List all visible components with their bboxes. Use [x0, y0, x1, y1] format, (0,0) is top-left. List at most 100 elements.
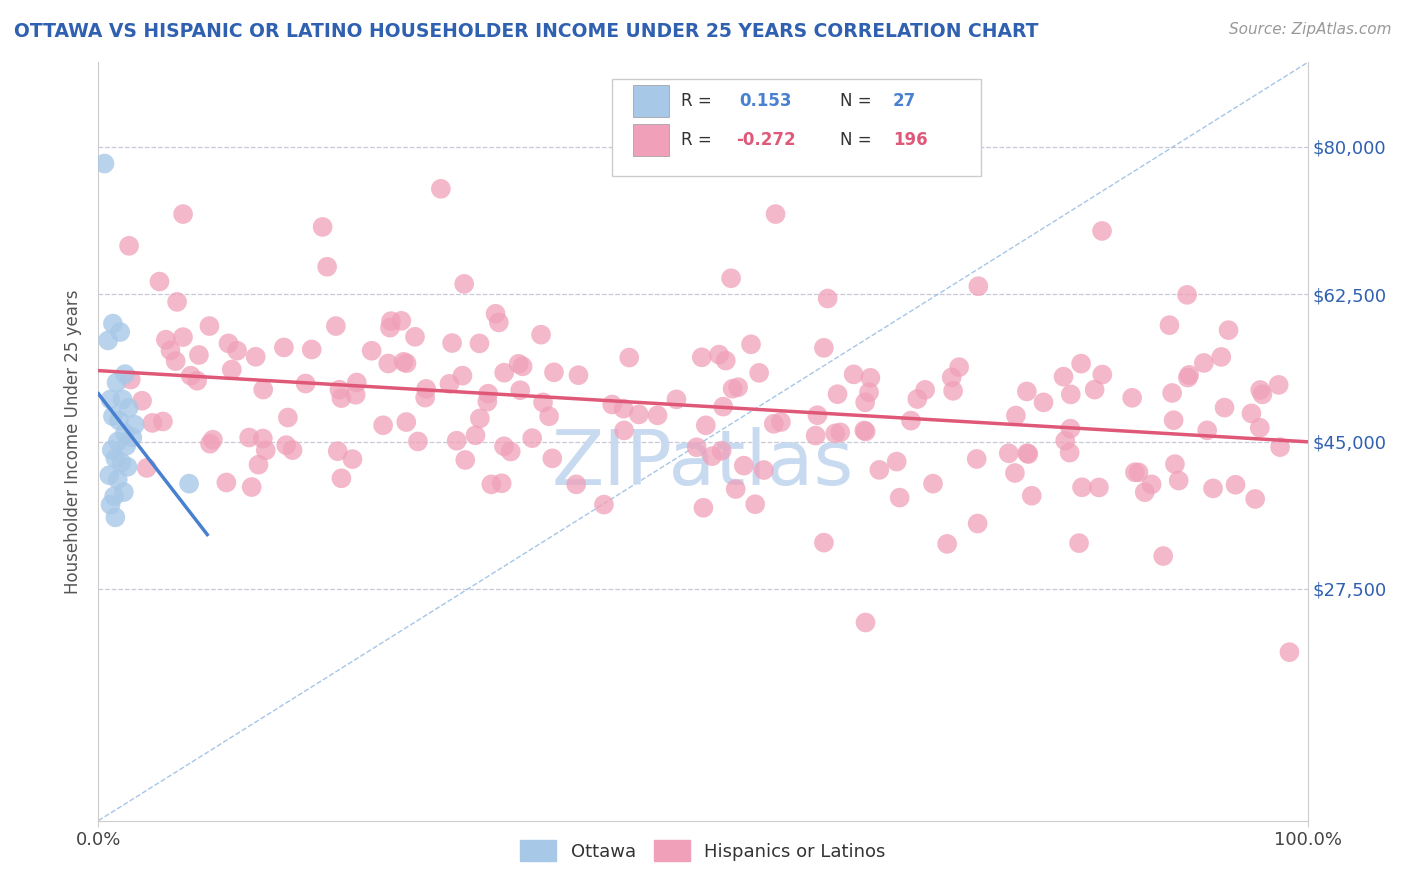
- Point: [1071, 480, 1094, 494]
- Point: [1202, 482, 1225, 496]
- Point: [1240, 406, 1263, 420]
- Point: [294, 376, 316, 391]
- Text: N =: N =: [839, 131, 876, 149]
- Point: [886, 454, 908, 468]
- Point: [627, 408, 650, 422]
- Point: [966, 452, 988, 467]
- Point: [1213, 401, 1236, 415]
- Point: [1123, 465, 1146, 479]
- Point: [1054, 434, 1077, 448]
- Point: [1178, 368, 1201, 382]
- Point: [1032, 395, 1054, 409]
- Point: [360, 343, 382, 358]
- Point: [446, 434, 468, 448]
- Point: [172, 207, 194, 221]
- Point: [273, 341, 295, 355]
- Point: [936, 537, 959, 551]
- Point: [740, 337, 762, 351]
- Point: [342, 452, 364, 467]
- Point: [1175, 288, 1198, 302]
- Point: [245, 350, 267, 364]
- Point: [692, 500, 714, 515]
- Point: [346, 376, 368, 390]
- Point: [806, 408, 828, 422]
- Point: [721, 382, 744, 396]
- Point: [277, 410, 299, 425]
- Point: [326, 444, 349, 458]
- Point: [430, 182, 453, 196]
- Point: [107, 473, 129, 487]
- Point: [813, 535, 835, 549]
- Point: [165, 354, 187, 368]
- Point: [111, 392, 134, 407]
- Point: [499, 444, 522, 458]
- Point: [565, 477, 588, 491]
- Text: -0.272: -0.272: [735, 131, 796, 149]
- Point: [479, 477, 502, 491]
- Point: [1225, 477, 1247, 491]
- Point: [254, 443, 277, 458]
- Point: [1177, 370, 1199, 384]
- Point: [711, 400, 734, 414]
- Point: [612, 401, 634, 416]
- Point: [218, 336, 240, 351]
- Point: [733, 458, 755, 473]
- Point: [855, 615, 877, 630]
- Point: [378, 320, 401, 334]
- Text: R =: R =: [682, 131, 717, 149]
- Point: [115, 439, 138, 453]
- Y-axis label: Householder Income Under 25 years: Householder Income Under 25 years: [65, 289, 83, 594]
- Point: [100, 498, 122, 512]
- Point: [316, 260, 339, 274]
- Point: [454, 453, 477, 467]
- Point: [813, 341, 835, 355]
- Point: [477, 394, 499, 409]
- Point: [941, 370, 963, 384]
- Point: [380, 314, 402, 328]
- Point: [538, 409, 561, 424]
- Point: [1249, 383, 1271, 397]
- Point: [1244, 491, 1267, 506]
- Point: [240, 480, 263, 494]
- Text: 196: 196: [893, 131, 928, 149]
- Point: [1140, 477, 1163, 491]
- Point: [415, 382, 437, 396]
- Point: [1251, 387, 1274, 401]
- Point: [135, 461, 157, 475]
- Point: [238, 430, 260, 444]
- Point: [100, 442, 122, 457]
- Point: [948, 360, 970, 375]
- Point: [762, 417, 785, 431]
- Point: [1017, 447, 1039, 461]
- Point: [377, 356, 399, 370]
- Point: [1059, 422, 1081, 436]
- Point: [221, 362, 243, 376]
- Point: [769, 415, 792, 429]
- Text: N =: N =: [839, 92, 876, 110]
- Point: [531, 395, 554, 409]
- Point: [406, 434, 429, 449]
- Point: [198, 436, 221, 450]
- Point: [107, 434, 129, 449]
- Point: [1091, 368, 1114, 382]
- Point: [966, 516, 988, 531]
- Point: [853, 424, 876, 438]
- Point: [159, 343, 181, 358]
- Point: [942, 384, 965, 398]
- Point: [541, 451, 564, 466]
- Point: [492, 439, 515, 453]
- Point: [710, 443, 733, 458]
- Point: [1164, 457, 1187, 471]
- Point: [619, 351, 641, 365]
- Point: [922, 476, 945, 491]
- Point: [1091, 224, 1114, 238]
- Point: [512, 359, 534, 374]
- Point: [724, 482, 747, 496]
- Point: [120, 372, 142, 386]
- Point: [453, 277, 475, 291]
- Point: [707, 348, 730, 362]
- Point: [112, 485, 135, 500]
- Point: [827, 387, 849, 401]
- Point: [117, 459, 139, 474]
- Point: [395, 356, 418, 370]
